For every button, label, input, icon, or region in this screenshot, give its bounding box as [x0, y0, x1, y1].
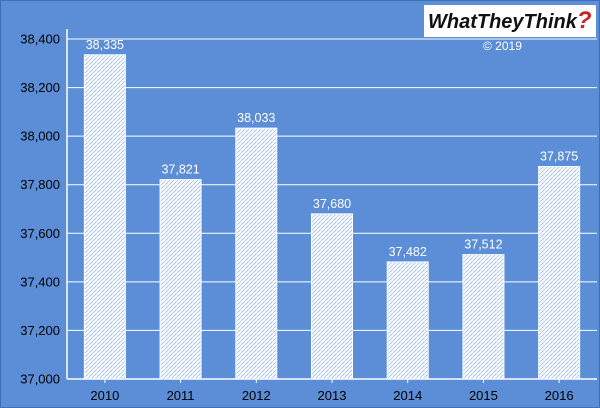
x-tick-label: 2011	[167, 388, 195, 403]
data-label-2013: 37,680	[313, 197, 351, 211]
bar-2011	[159, 179, 202, 380]
brand-logo: WhatTheyThink?	[424, 5, 596, 37]
data-label-2012: 38,033	[237, 111, 275, 125]
data-label-2016: 37,875	[540, 150, 578, 164]
y-tick-label: 37,600	[20, 226, 60, 241]
bar-2016	[538, 166, 581, 380]
x-tick-label: 2015	[469, 388, 498, 403]
bar-2014	[386, 261, 429, 380]
y-tick-label: 37,000	[20, 372, 60, 387]
x-tick-label: 2014	[393, 388, 422, 403]
logo-question-mark-icon: ?	[576, 7, 592, 34]
y-tick-label: 37,200	[20, 323, 60, 338]
x-tick-label: 2016	[545, 388, 574, 403]
bar-2015	[462, 254, 505, 380]
data-label-2010: 38,335	[86, 38, 124, 52]
y-tick-label: 38,200	[20, 80, 60, 95]
x-tick-label: 2010	[90, 388, 119, 403]
copyright-notice: © 2019	[483, 39, 522, 53]
x-tick-label: 2012	[242, 388, 271, 403]
bar-2012	[235, 127, 278, 380]
bar-2010	[83, 54, 126, 380]
data-label-2011: 37,821	[161, 163, 199, 177]
x-tick-label: 2013	[318, 388, 347, 403]
y-tick-label: 38,000	[20, 129, 60, 144]
y-tick-label: 37,400	[20, 274, 60, 289]
y-tick-label: 37,800	[20, 177, 60, 192]
y-tick-label: 38,400	[20, 32, 60, 47]
data-label-2014: 37,482	[389, 245, 427, 259]
data-label-2015: 37,512	[464, 238, 502, 252]
logo-text: WhatTheyThink	[428, 11, 577, 33]
bar-2013	[311, 213, 353, 380]
